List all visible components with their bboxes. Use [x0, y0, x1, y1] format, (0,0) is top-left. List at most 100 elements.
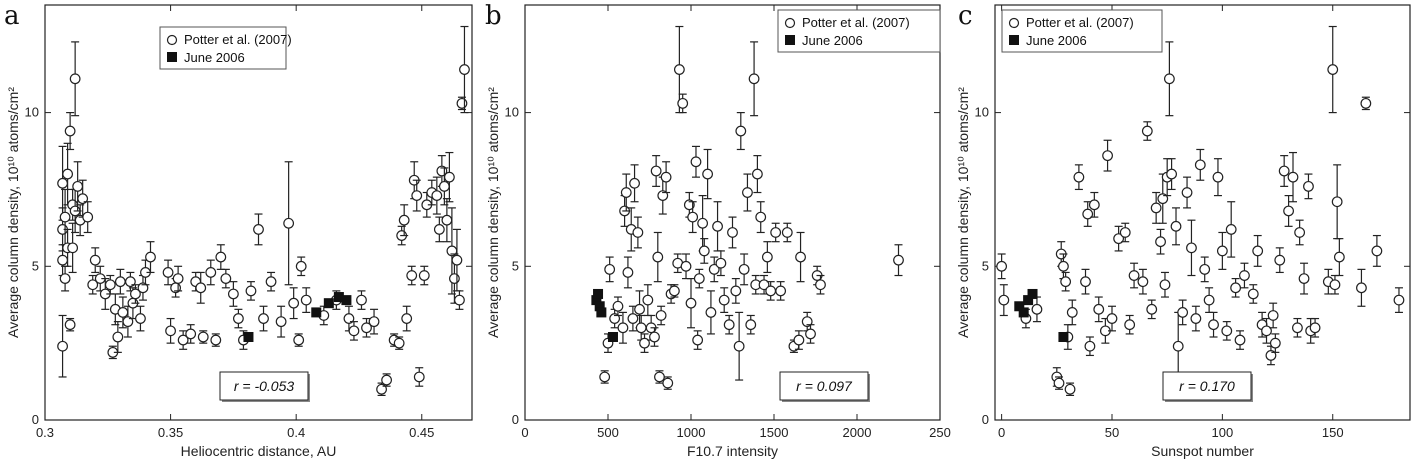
- data-point-circle: [781, 227, 793, 238]
- data-point-circle: [1261, 325, 1272, 337]
- data-point-circle: [752, 168, 763, 180]
- data-point-circle: [1194, 159, 1206, 171]
- data-point-circle: [293, 334, 305, 346]
- data-point-circle: [1203, 294, 1215, 306]
- data-point-circle: [1150, 202, 1162, 214]
- data-point-square: [596, 307, 607, 318]
- data-point-circle: [130, 288, 141, 300]
- data-point-circle: [1239, 270, 1250, 281]
- correlation-annotation: r = 0.170: [1162, 371, 1253, 402]
- data-point-circle: [441, 214, 453, 226]
- data-point-circle: [283, 217, 295, 229]
- data-point-circle: [443, 171, 455, 183]
- data-point-circle: [1265, 350, 1277, 361]
- x-tick-label: 150: [1322, 425, 1344, 440]
- data-point-circle: [1199, 263, 1211, 275]
- data-point-circle: [730, 285, 742, 297]
- data-point-circle: [1031, 303, 1043, 315]
- data-point-circle: [124, 276, 136, 288]
- data-point-circle: [1058, 260, 1069, 272]
- data-point-circle: [718, 294, 730, 306]
- data-point-circle: [114, 276, 126, 288]
- data-point-circle: [401, 313, 413, 324]
- data-point-circle: [87, 279, 99, 291]
- data-point-circle: [1159, 279, 1171, 291]
- annotation-box: [1162, 371, 1252, 401]
- data-point-circle: [449, 273, 460, 284]
- correlation-value: r = 0.097: [796, 378, 853, 394]
- data-point-circle: [1329, 279, 1341, 291]
- data-point-circle: [765, 285, 777, 297]
- data-point-circle: [356, 294, 367, 306]
- data-point-circle: [1093, 303, 1105, 315]
- data-point-square: [1014, 301, 1025, 312]
- data-point-circle: [275, 316, 287, 328]
- data-point-circle: [685, 297, 697, 309]
- data-point-circle: [220, 273, 232, 284]
- data-point-circle: [1230, 282, 1242, 294]
- panel-letter: b: [485, 1, 502, 31]
- data-point-circle: [233, 313, 244, 324]
- data-point-circle: [210, 334, 222, 346]
- data-point-circle: [343, 313, 355, 324]
- legend: Potter et al. (2007) June 2006: [777, 9, 941, 53]
- data-point-circle: [680, 260, 692, 272]
- data-point-circle: [698, 245, 710, 257]
- data-point-circle: [770, 227, 782, 238]
- data-point-circle: [406, 270, 418, 281]
- series-june-2006: [591, 288, 618, 342]
- data-point-circle: [1080, 276, 1091, 288]
- series-june-2006: [243, 292, 352, 342]
- data-point-circle: [1298, 273, 1310, 284]
- data-point-circle: [451, 254, 463, 266]
- data-point-square: [333, 292, 344, 303]
- data-point-circle: [145, 251, 156, 263]
- legend-label: Potter et al. (2007): [802, 15, 910, 30]
- data-point-circle: [69, 73, 81, 85]
- data-point-circle: [652, 251, 664, 263]
- data-point-circle: [72, 180, 84, 192]
- data-point-circle: [1216, 245, 1228, 257]
- data-point-circle: [1166, 168, 1177, 180]
- data-point-circle: [657, 190, 669, 201]
- data-point-circle: [1309, 322, 1321, 334]
- series-june-2006: [1014, 288, 1069, 342]
- x-tick-label: 1500: [760, 425, 789, 440]
- data-point-square: [591, 295, 602, 306]
- data-point-circle: [1088, 199, 1100, 211]
- data-point-circle: [300, 294, 312, 306]
- data-point-circle: [1170, 220, 1182, 232]
- data-point-circle: [361, 322, 372, 334]
- data-point-circle: [1181, 187, 1193, 198]
- legend-marker-circle: [1008, 17, 1020, 29]
- data-point-circle: [57, 254, 68, 266]
- data-point-circle: [1084, 340, 1096, 352]
- data-point-circle: [1124, 319, 1136, 331]
- legend-box: [777, 9, 941, 53]
- data-point-circle: [649, 331, 660, 343]
- data-point-circle: [89, 254, 101, 266]
- data-point-circle: [381, 374, 393, 386]
- x-tick-label: 0.4: [287, 425, 305, 440]
- data-point-circle: [755, 211, 767, 223]
- data-point-circle: [742, 187, 753, 198]
- y-tick-label: 10: [25, 105, 39, 120]
- data-point-circle: [795, 251, 806, 263]
- annotation-box: [219, 371, 309, 401]
- series-potter-2007: [599, 25, 904, 390]
- series-potter-2007: [57, 25, 470, 397]
- data-point-circle: [639, 337, 650, 349]
- data-point-square: [323, 298, 334, 309]
- data-point-circle: [604, 263, 616, 275]
- y-tick-label: 5: [32, 258, 39, 273]
- x-tick-label: 2000: [843, 425, 872, 440]
- data-point-circle: [135, 313, 146, 324]
- data-point-circle: [1292, 322, 1303, 334]
- y-tick-label: 0: [982, 412, 989, 427]
- data-point-circle: [122, 316, 134, 328]
- data-point-square: [1058, 332, 1069, 342]
- data-point-circle: [642, 294, 654, 306]
- data-point-circle: [761, 251, 773, 263]
- x-tick-label: 0: [998, 425, 1005, 440]
- data-point-circle: [635, 322, 647, 334]
